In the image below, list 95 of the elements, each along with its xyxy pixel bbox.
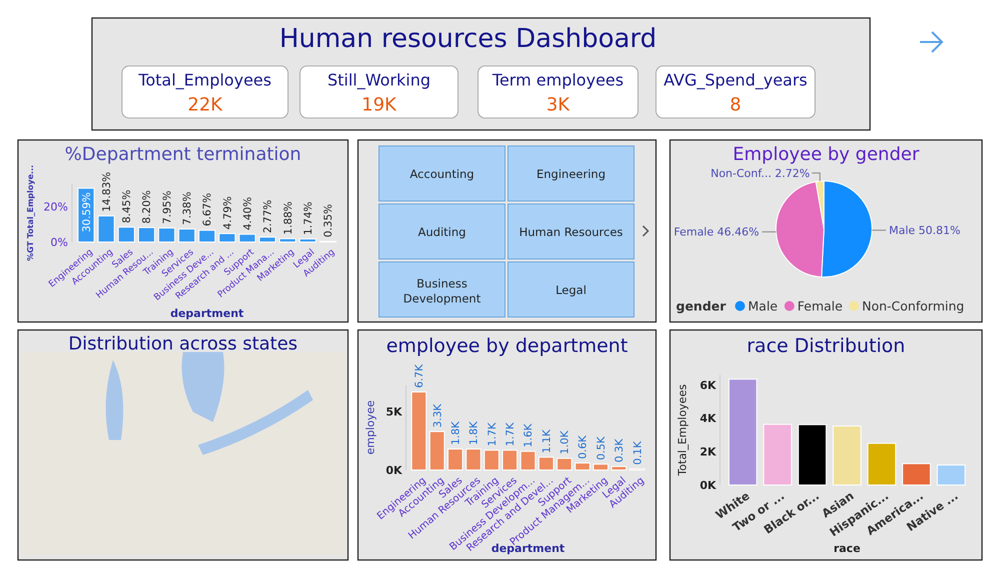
bar: [198, 230, 216, 242]
y-axis-title: employee: [364, 400, 377, 455]
text: 22K: [188, 94, 224, 116]
data-label: 0.6K: [577, 434, 590, 460]
chart-title: %Department termination: [64, 144, 302, 165]
data-label: Non-Conf... 2.72%: [710, 166, 810, 180]
data-label: 1.8K: [468, 420, 480, 446]
bar: [138, 227, 156, 242]
bar: [556, 458, 572, 470]
bar: [798, 424, 827, 486]
text: Human resources Dashboard: [279, 24, 657, 54]
text: 3K: [546, 94, 571, 116]
data-label: 30.59%: [80, 192, 93, 232]
bar: [98, 215, 115, 242]
chart-title: Employee by gender: [732, 144, 920, 165]
bar: [484, 450, 500, 470]
legend-label: Male: [748, 298, 778, 314]
bar: [158, 228, 176, 242]
y-tick-label: 0K: [386, 464, 402, 477]
bar: [728, 378, 758, 486]
text: Engineering: [536, 167, 606, 182]
data-label: 7.38%: [182, 192, 194, 226]
data-label: 2.77%: [262, 200, 274, 234]
bar: [763, 424, 792, 486]
text: 8: [730, 94, 742, 116]
y-tick-label: 6K: [700, 378, 716, 392]
bar: [279, 238, 296, 242]
bar: [218, 233, 236, 242]
y-tick-label: 0%: [50, 236, 68, 249]
data-label: 1.1K: [540, 428, 553, 454]
bar: [466, 448, 482, 470]
bar: [936, 464, 966, 486]
data-label: 1.7K: [504, 422, 516, 446]
bar: [258, 236, 276, 242]
chart-title: race Distribution: [746, 335, 906, 357]
bar: [832, 426, 862, 486]
bar: [611, 466, 627, 470]
data-label: 0.1K: [632, 440, 644, 465]
y-tick-label: 5K: [386, 406, 402, 419]
y-tick-label: 2K: [700, 446, 716, 459]
bar: [574, 462, 590, 470]
y-tick-label: 20%: [44, 200, 68, 214]
text: Term employees: [491, 70, 624, 90]
bar: [538, 456, 554, 470]
data-label: 8.20%: [141, 190, 154, 224]
data-label: 3.3K: [432, 402, 444, 428]
data-label: 4.40%: [242, 196, 254, 230]
data-label: 4.79%: [222, 196, 234, 230]
text: Business Development: [403, 276, 482, 306]
data-label: 0.3K: [614, 438, 626, 463]
y-axis-title: %GT Total_Employe...: [26, 164, 35, 262]
data-label: Male 50.81%: [888, 224, 960, 238]
data-label: 1.0K: [559, 430, 572, 454]
data-label: 7.95%: [161, 190, 174, 224]
data-label: 6.7K: [414, 363, 426, 388]
data-label: 1.88%: [282, 201, 294, 235]
text: 19K: [362, 94, 398, 116]
text: Accounting: [410, 167, 474, 182]
data-label: 6.67%: [202, 192, 214, 226]
data-label: 1.8K: [450, 420, 462, 446]
chart-title: employee by department: [386, 335, 628, 357]
bar: [429, 431, 445, 470]
text: Total_Employees: [138, 70, 272, 90]
data-label: 1.74%: [302, 202, 314, 235]
y-axis-title: Total_Employees: [676, 384, 689, 477]
text: Distribution across states: [68, 333, 298, 354]
bar: [299, 238, 316, 242]
bar: [902, 463, 931, 486]
data-label: Female 46.46%: [674, 226, 760, 239]
bar: [178, 228, 196, 242]
bar: [238, 234, 256, 242]
y-tick-label: 4K: [700, 412, 716, 426]
text: Human Resources: [519, 225, 623, 240]
data-label: 0.5K: [595, 435, 608, 460]
x-axis-title: department: [170, 307, 244, 320]
data-label: 0.35%: [322, 204, 335, 238]
data-label: 1.7K: [486, 422, 498, 446]
bar: [520, 450, 536, 470]
text: Auditing: [418, 225, 466, 240]
bar: [448, 448, 464, 470]
bar: [118, 226, 135, 242]
x-axis-title: race: [834, 542, 860, 555]
bar: [502, 450, 518, 470]
data-label: 14.83%: [100, 172, 113, 212]
data-label: 1.6K: [522, 422, 535, 448]
bar: [867, 442, 896, 486]
y-tick-label: 0K: [700, 478, 716, 492]
legend-title: gender: [676, 298, 727, 314]
legend-label: Non-Conforming: [862, 298, 964, 314]
bar: [411, 391, 427, 470]
data-label: 8.45%: [121, 190, 134, 224]
legend-label: Female: [797, 298, 843, 314]
text: Still_Working: [327, 70, 431, 90]
text: AVG_Spend_years: [664, 70, 808, 90]
bar: [592, 464, 608, 470]
